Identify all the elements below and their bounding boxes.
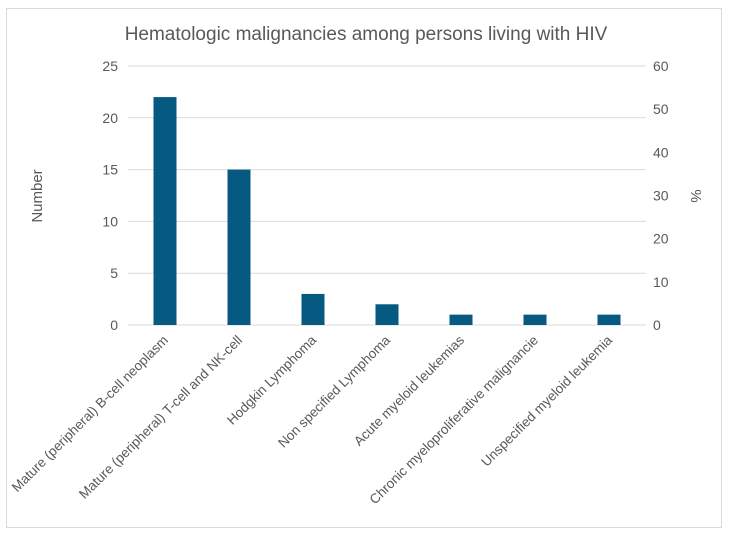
y2-tick-label: 20 [653, 231, 669, 247]
y2-tick-label: 40 [653, 144, 669, 160]
bar [449, 314, 473, 325]
bar [227, 169, 251, 325]
chart-title: Hematologic malignancies among persons l… [125, 24, 608, 45]
y2-tick-label: 60 [653, 58, 669, 74]
y2-tick-label: 10 [653, 274, 669, 290]
y-tick-label: 5 [110, 265, 118, 281]
x-tick-label: Unspecified myeloid leukemia [478, 332, 615, 469]
y2-axis-title: % [687, 189, 704, 202]
bar [375, 304, 399, 325]
y-tick-label: 10 [102, 213, 118, 229]
x-tick-label: Mature (peripheral) B-cell neoplasm [9, 333, 171, 495]
y2-tick-label: 50 [653, 101, 669, 117]
y-tick-label: 20 [102, 110, 118, 126]
x-tick-label: Mature (peripheral) T-cell and NK-cell [76, 333, 245, 502]
y-tick-label: 0 [110, 317, 118, 333]
y-axis-title: Number [29, 169, 46, 222]
bar [597, 314, 621, 325]
bar [301, 293, 325, 325]
chart-frame [6, 8, 722, 528]
bar [153, 97, 177, 325]
x-tick-label: Chronic myeloproliferative malignancie [367, 333, 542, 508]
bar [523, 314, 547, 325]
y-tick-label: 15 [102, 162, 118, 178]
y-tick-label: 25 [102, 58, 118, 74]
y2-tick-label: 30 [653, 188, 669, 204]
y2-tick-label: 0 [653, 317, 661, 333]
